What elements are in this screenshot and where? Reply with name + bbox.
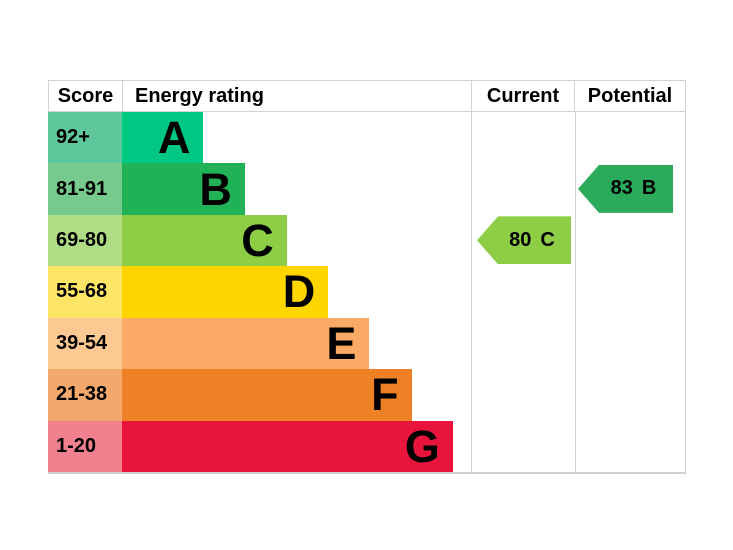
band-letter-g: G — [404, 420, 440, 472]
band-row-d: 55-68 D — [48, 266, 471, 318]
band-bar-cell-b: B — [122, 163, 471, 215]
potential-rating-arrow: 83 B — [578, 164, 673, 213]
band-score-e: 39-54 — [48, 317, 122, 370]
band-score-b: 81-91 — [48, 163, 122, 215]
current-rating-arrow: 80 C — [477, 216, 571, 265]
band-bar-cell-a: A — [122, 112, 471, 164]
band-letter-b: B — [199, 163, 232, 215]
band-letter-e: E — [326, 317, 357, 369]
band-letter-d: D — [282, 266, 316, 318]
band-bar-b: B — [122, 163, 245, 215]
table-header-row: Score Energy rating Current Potential — [48, 80, 686, 112]
header-score: Score — [57, 84, 114, 107]
band-score-d: 55-68 — [48, 266, 122, 318]
band-bar-cell-d: D — [122, 266, 471, 318]
band-letter-c: C — [241, 215, 274, 267]
band-row-c: 69-80 C — [48, 214, 471, 267]
header-energy-rating: Energy rating — [122, 81, 471, 111]
current-rating-letter: C — [540, 228, 555, 251]
band-score-a: 92+ — [48, 112, 122, 164]
band-score-g: 1-20 — [48, 420, 122, 472]
band-row-a: 92+ A — [48, 112, 471, 164]
band-bar-cell-e: E — [122, 317, 471, 370]
band-bar-a: A — [122, 112, 204, 164]
band-letter-a: A — [157, 112, 191, 164]
band-bar-g: G — [122, 420, 453, 472]
band-letter-f: F — [371, 369, 399, 421]
column-divider-current-potential — [575, 112, 576, 472]
band-bar-cell-g: G — [122, 420, 471, 472]
current-rating-value: 80 — [509, 228, 532, 251]
band-bar-cell-f: F — [122, 369, 471, 421]
band-row-g: 1-20 G — [48, 420, 471, 472]
band-bar-f: F — [122, 369, 412, 421]
band-row-f: 21-38 F — [48, 369, 471, 421]
potential-rating-letter: B — [641, 177, 657, 200]
band-bar-cell-c: C — [122, 214, 471, 267]
band-score-f: 21-38 — [48, 369, 122, 421]
band-row-e: 39-54 E — [48, 317, 471, 370]
table-body: 92+ A 81-91 B 69-80 — [48, 112, 686, 474]
band-bar-c: C — [122, 214, 287, 267]
header-potential: Potential — [574, 81, 685, 111]
potential-rating-value: 83 — [610, 177, 633, 200]
energy-rating-table: Score Energy rating Current Potential 92… — [48, 80, 686, 474]
band-bar-e: E — [122, 317, 370, 370]
table-right-border — [684, 112, 686, 472]
column-divider-rating-current — [471, 112, 472, 472]
band-score-c: 69-80 — [48, 214, 122, 267]
band-row-b: 81-91 B — [48, 163, 471, 215]
header-current: Current — [471, 81, 574, 111]
band-bar-d: D — [122, 266, 329, 318]
